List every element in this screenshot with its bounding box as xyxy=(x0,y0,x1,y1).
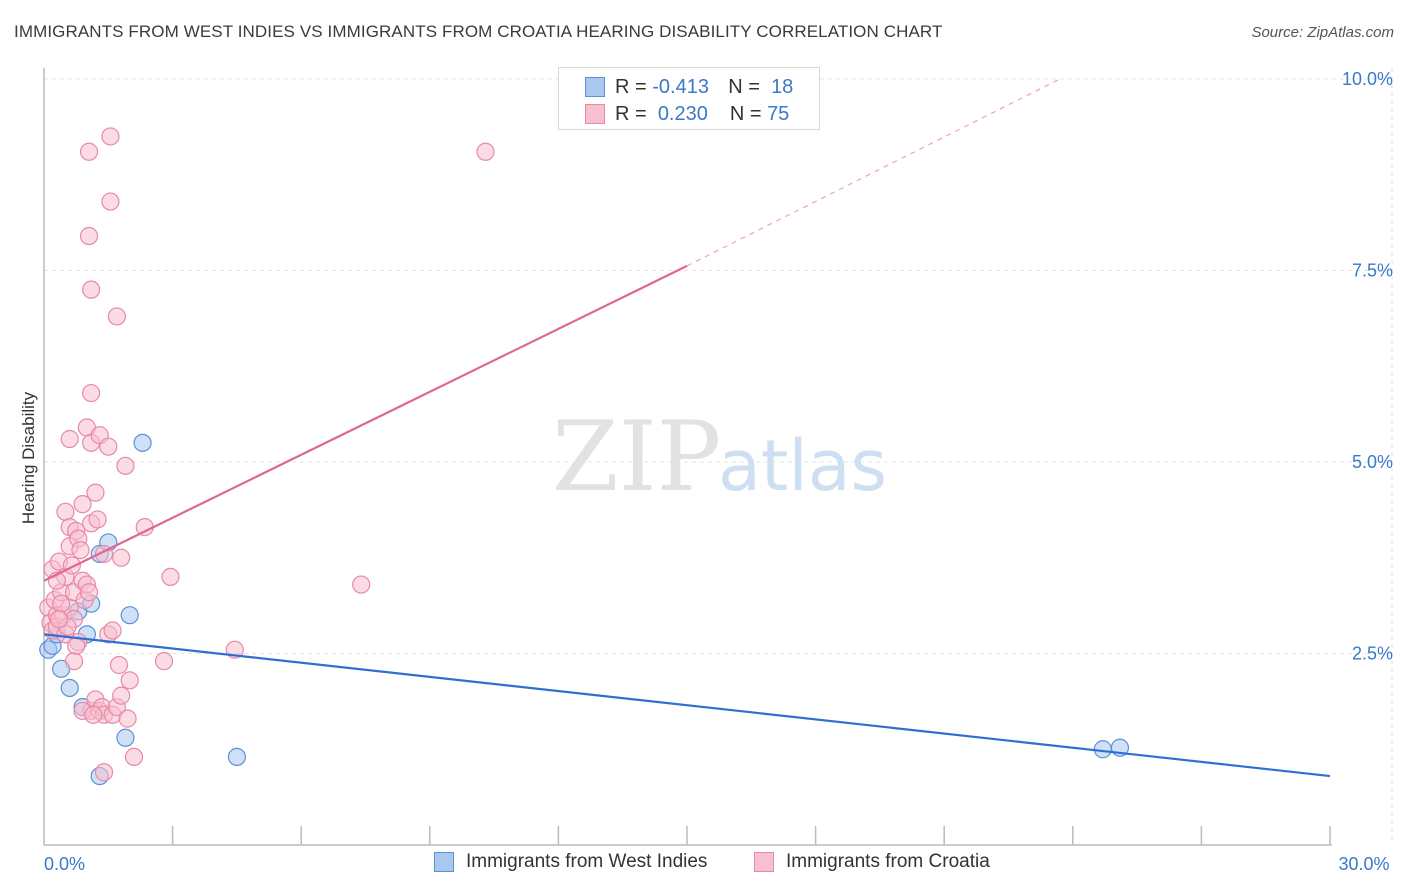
croatia-point xyxy=(352,575,371,594)
croatia-point xyxy=(49,609,69,629)
west-indies-point xyxy=(1093,740,1112,759)
west-indies-trend-line xyxy=(43,633,1331,778)
croatia-point xyxy=(120,671,139,690)
grid-layer xyxy=(44,68,1393,845)
croatia-point xyxy=(112,686,131,705)
croatia-swatch xyxy=(585,104,605,124)
legend-item-croatia[interactable]: Immigrants from Croatia xyxy=(754,851,990,873)
croatia-point xyxy=(64,652,84,671)
west-indies-point xyxy=(227,747,246,767)
points-layer xyxy=(39,127,1130,786)
croatia-legend-label: Immigrants from Croatia xyxy=(786,851,990,872)
croatia-point xyxy=(135,518,154,537)
croatia-point xyxy=(154,652,174,671)
croatia-point xyxy=(124,747,144,767)
croatia-point xyxy=(118,709,137,728)
r-label: R = xyxy=(615,75,647,98)
croatia-point xyxy=(94,763,114,782)
chart-title: IMMIGRANTS FROM WEST INDIES VS IMMIGRANT… xyxy=(14,22,943,41)
croatia-point xyxy=(82,280,101,299)
croatia-point xyxy=(109,655,129,675)
y-tick-label: 7.5% xyxy=(1352,261,1393,281)
croatia-point xyxy=(84,705,103,724)
croatia-point xyxy=(56,502,75,521)
west-indies-legend-label: Immigrants from West Indies xyxy=(466,851,708,872)
west-indies-point xyxy=(60,678,79,698)
croatia-point xyxy=(79,142,99,161)
r-label: R = xyxy=(615,102,647,125)
west-indies-swatch xyxy=(585,77,605,97)
y-tick-label: 5.0% xyxy=(1352,452,1393,472)
croatia-point xyxy=(67,636,86,655)
croatia-point xyxy=(62,556,81,575)
croatia-point xyxy=(116,456,135,475)
stats-row-croatia: R = 0.230 N = 75 xyxy=(585,102,789,126)
n-label: N = xyxy=(728,75,760,98)
stats-legend: R = -0.413 N = 18 R = 0.230 N = 75 xyxy=(558,67,820,130)
west-indies-legend-swatch xyxy=(434,852,454,872)
y-axis-label: Hearing Disability xyxy=(19,391,38,524)
croatia-point xyxy=(79,583,99,602)
croatia-point xyxy=(99,437,118,456)
trend-layer xyxy=(43,78,1331,778)
x-tick-label: 0.0% xyxy=(44,854,85,874)
croatia-point xyxy=(88,510,107,529)
legend-item-west-indies[interactable]: Immigrants from West Indies xyxy=(434,851,707,873)
watermark: ZIP atlas xyxy=(552,401,887,513)
n-label: N = xyxy=(729,102,762,125)
croatia-point xyxy=(60,429,79,449)
croatia-point xyxy=(161,567,180,587)
west-indies-point xyxy=(120,606,139,625)
croatia-legend-swatch xyxy=(754,852,774,872)
croatia-n-value: 75 xyxy=(767,102,790,125)
croatia-point xyxy=(103,621,122,640)
source-label: Source: ZipAtlas.com xyxy=(1251,24,1394,41)
stats-row-west-indies: R = -0.413 N = 18 xyxy=(585,75,793,99)
croatia-r-value: 0.230 xyxy=(657,102,708,125)
west-indies-point xyxy=(116,728,135,747)
west-indies-n-value: 18 xyxy=(771,75,794,98)
y-tick-label: 10.0% xyxy=(1342,69,1393,89)
croatia-point xyxy=(82,383,101,403)
croatia-point xyxy=(79,226,99,246)
y-tick-label: 2.5% xyxy=(1352,644,1393,664)
croatia-point xyxy=(86,483,105,502)
croatia-point xyxy=(107,307,126,326)
croatia-point xyxy=(101,127,120,146)
croatia-point xyxy=(101,192,120,211)
croatia-trend-line xyxy=(43,264,688,582)
croatia-point xyxy=(52,594,71,613)
x-tick-label: 30.0% xyxy=(1338,854,1389,874)
watermark-atlas: atlas xyxy=(718,425,887,507)
croatia-point xyxy=(476,142,495,161)
west-indies-point xyxy=(133,433,152,452)
croatia-point xyxy=(71,540,90,560)
croatia-point xyxy=(112,548,131,567)
west-indies-r-value: -0.413 xyxy=(652,75,709,98)
watermark-zip: ZIP xyxy=(552,401,721,513)
axis-layer: 2.5% 5.0% 7.5% 10.0% 0.0% 30.0% xyxy=(43,68,1393,874)
croatia-point xyxy=(73,495,92,514)
